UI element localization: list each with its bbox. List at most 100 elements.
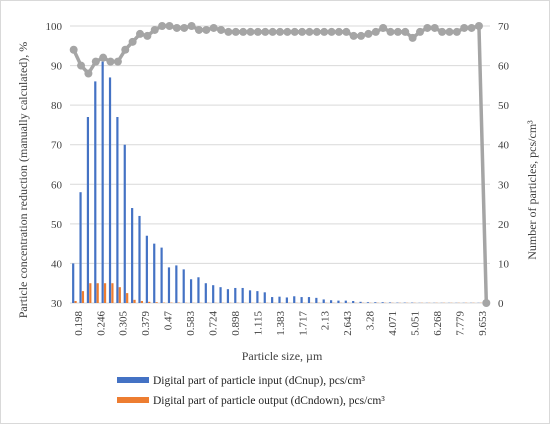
line-point [91,57,100,66]
line-point [121,45,130,54]
line-point [172,23,181,32]
line-point [268,27,277,36]
x-tick-label: 0.47 [163,311,175,331]
bar-input [226,289,230,303]
line-point [106,57,115,66]
line-point [416,27,424,36]
series-reduction-line-group [69,22,491,307]
bar-input [123,144,126,303]
bar-input [263,292,266,303]
line-point [452,27,461,36]
line-point [84,69,93,78]
series-output-bars [74,283,490,303]
bar-input [189,279,193,303]
line-point [298,27,307,36]
bar-input [337,300,340,303]
left-tick-label: 80 [51,100,63,112]
bar-input [212,285,215,303]
left-tick-label: 70 [51,140,63,152]
x-axis-ticks: 0.198 0.246 0.305 0.379 0.47 0.583 0.724 0.898 1… [73,311,489,336]
bar-input [285,297,288,303]
bar-input [322,299,325,303]
line-point [379,23,388,32]
left-tick-label: 40 [51,258,63,270]
x-tick-label: 0.379 [140,311,152,336]
left-tick-label: 90 [51,61,63,73]
x-tick-label: 2.643 [342,311,354,336]
line-point [334,27,343,36]
line-point [113,57,122,66]
bar-input [101,61,104,303]
right-tick-label: 50 [498,100,510,112]
line-point [194,25,203,34]
x-tick-label: 1.717 [297,311,309,336]
bar-input [138,215,141,303]
line-point [209,23,218,32]
x-tick-label: 6.268 [432,311,444,336]
left-axis-ticks: 30 40 50 60 70 80 90 100 [46,21,63,310]
line-point [445,27,454,36]
bar-input [293,296,296,303]
bar-input [182,269,185,303]
bar-output [148,301,151,303]
line-point [143,31,152,40]
bar-input [153,243,156,303]
bar-input [160,247,163,303]
right-axis-ticks: 0 10 20 30 40 50 60 70 [498,21,510,310]
bar-input [344,300,347,303]
bar-input [79,192,82,303]
bar-input [175,265,178,303]
x-tick-label: 9.653 [477,311,489,336]
line-point [408,33,417,42]
line-point [423,23,432,32]
line-point [371,27,380,36]
line-point [224,27,233,36]
bar-output [140,301,143,303]
bar-input [131,208,134,303]
line-point [231,27,240,36]
x-tick-label: 4.071 [387,311,399,336]
line-point [364,29,373,38]
line-point [430,23,439,32]
x-tick-label: 0.724 [208,311,220,336]
bar-input [359,301,362,303]
line-point [393,27,402,36]
bar-input [219,287,222,303]
left-axis-title: Particle concentration reduction (manual… [16,42,30,319]
line-point [99,53,108,62]
bar-input [278,296,281,303]
bar-input [167,267,171,303]
x-tick-label: 0.305 [118,311,130,336]
bar-input [374,302,377,303]
bar-input [116,117,119,303]
line-point [320,27,329,36]
line-point [150,25,159,34]
x-tick-label: 0.583 [185,311,197,336]
legend-swatch-input [117,377,149,383]
line-point [312,27,321,36]
bar-input [381,302,384,303]
line-point [438,27,447,36]
left-tick-label: 50 [51,219,63,231]
right-axis-title: Number of particles, pcs/cm³ [525,120,539,260]
legend-label-output: Digital part of particle output (dCndown… [153,395,385,407]
x-tick-label: 2.13 [320,311,332,331]
bar-output [155,302,158,303]
bar-input [204,283,207,303]
x-tick-label: 1.383 [275,311,287,336]
line-point [158,22,167,30]
bar-output [111,283,114,303]
x-tick-label: 0.198 [73,311,85,336]
bar-input [300,297,303,303]
left-tick-label: 60 [51,179,63,191]
line-point [217,25,226,34]
bar-input [94,81,97,304]
bar-input [366,302,370,303]
x-tick-label: 0.898 [230,311,242,336]
right-tick-label: 0 [498,298,504,310]
left-tick-label: 100 [46,21,63,33]
bar-input [352,301,355,303]
right-tick-label: 20 [498,219,510,231]
bar-input [388,302,392,303]
